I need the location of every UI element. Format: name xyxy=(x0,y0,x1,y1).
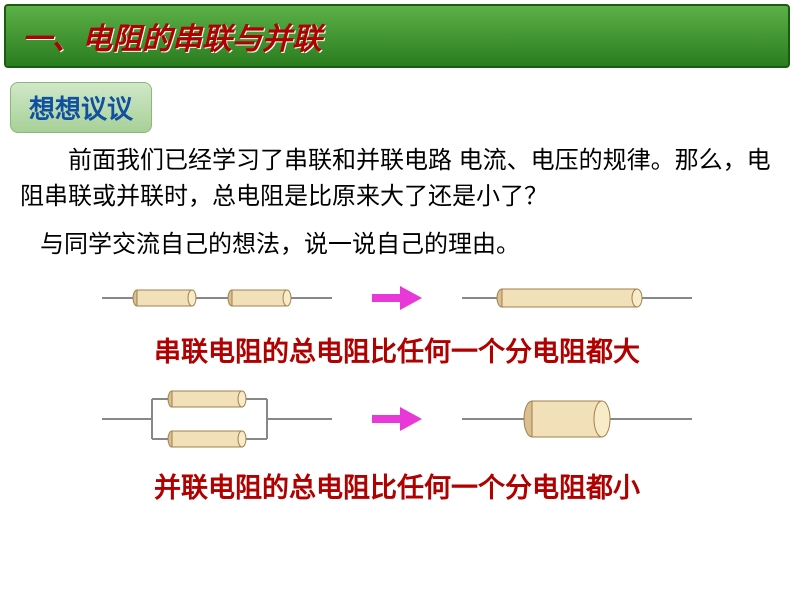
series-two-resistors xyxy=(102,278,332,318)
arrow-icon xyxy=(372,407,422,431)
paragraph-1: 前面我们已经学习了串联和并联电路 电流、电压的规律。那么，电阻串联或并联时，总电… xyxy=(0,133,794,215)
subheader-title: 想想议议 xyxy=(29,89,133,126)
arrow-icon xyxy=(372,286,422,310)
parallel-two-resistors xyxy=(102,384,332,454)
header-banner: 一、电阻的串联与并联 xyxy=(4,4,790,68)
parallel-diagram-row xyxy=(0,384,794,454)
paragraph-2: 与同学交流自己的想法，说一说自己的理由。 xyxy=(0,215,794,263)
series-long-resistor xyxy=(462,278,692,318)
series-diagram-row xyxy=(0,278,794,318)
conclusion-series: 串联电阻的总电阻比任何一个分电阻都大 xyxy=(0,330,794,369)
subheader-pill: 想想议议 xyxy=(10,82,152,133)
conclusion-parallel: 并联电阻的总电阻比任何一个分电阻都小 xyxy=(0,466,794,505)
header-title: 一、电阻的串联与并联 xyxy=(22,14,772,58)
parallel-thick-resistor xyxy=(462,384,692,454)
